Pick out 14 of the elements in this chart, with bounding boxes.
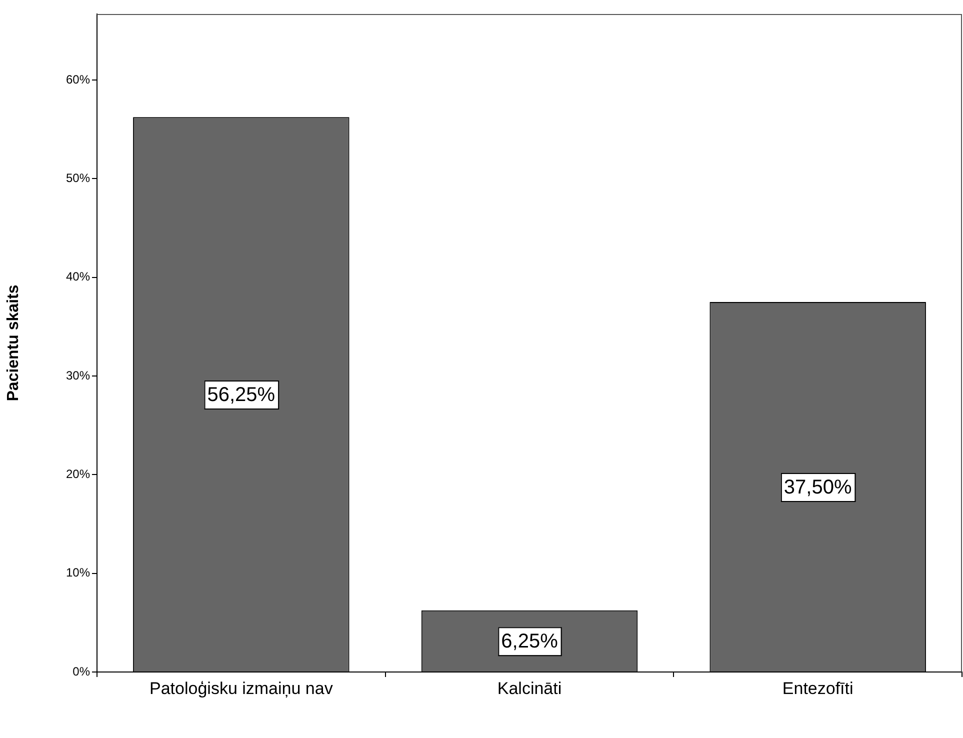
- y-tick-label: 50%: [66, 171, 90, 186]
- y-tick-label: 0%: [72, 664, 90, 678]
- y-tick-label: 20%: [66, 467, 90, 482]
- data-label: 6,25%: [501, 630, 558, 653]
- data-label: 37,50%: [784, 476, 852, 499]
- y-tick-label: 60%: [66, 72, 90, 86]
- x-tick-label: Entezofīti: [782, 678, 854, 698]
- y-axis-title: Pacientu skaits: [5, 284, 22, 402]
- x-tick-label: Patoloģisku izmaiņu nav: [150, 678, 334, 698]
- y-tick-label: 30%: [66, 368, 90, 382]
- y-tick-label: 10%: [66, 566, 90, 580]
- y-tick-label: 40%: [66, 270, 90, 284]
- x-tick-label: Kalcināti: [497, 678, 562, 698]
- data-label: 56,25%: [207, 384, 276, 406]
